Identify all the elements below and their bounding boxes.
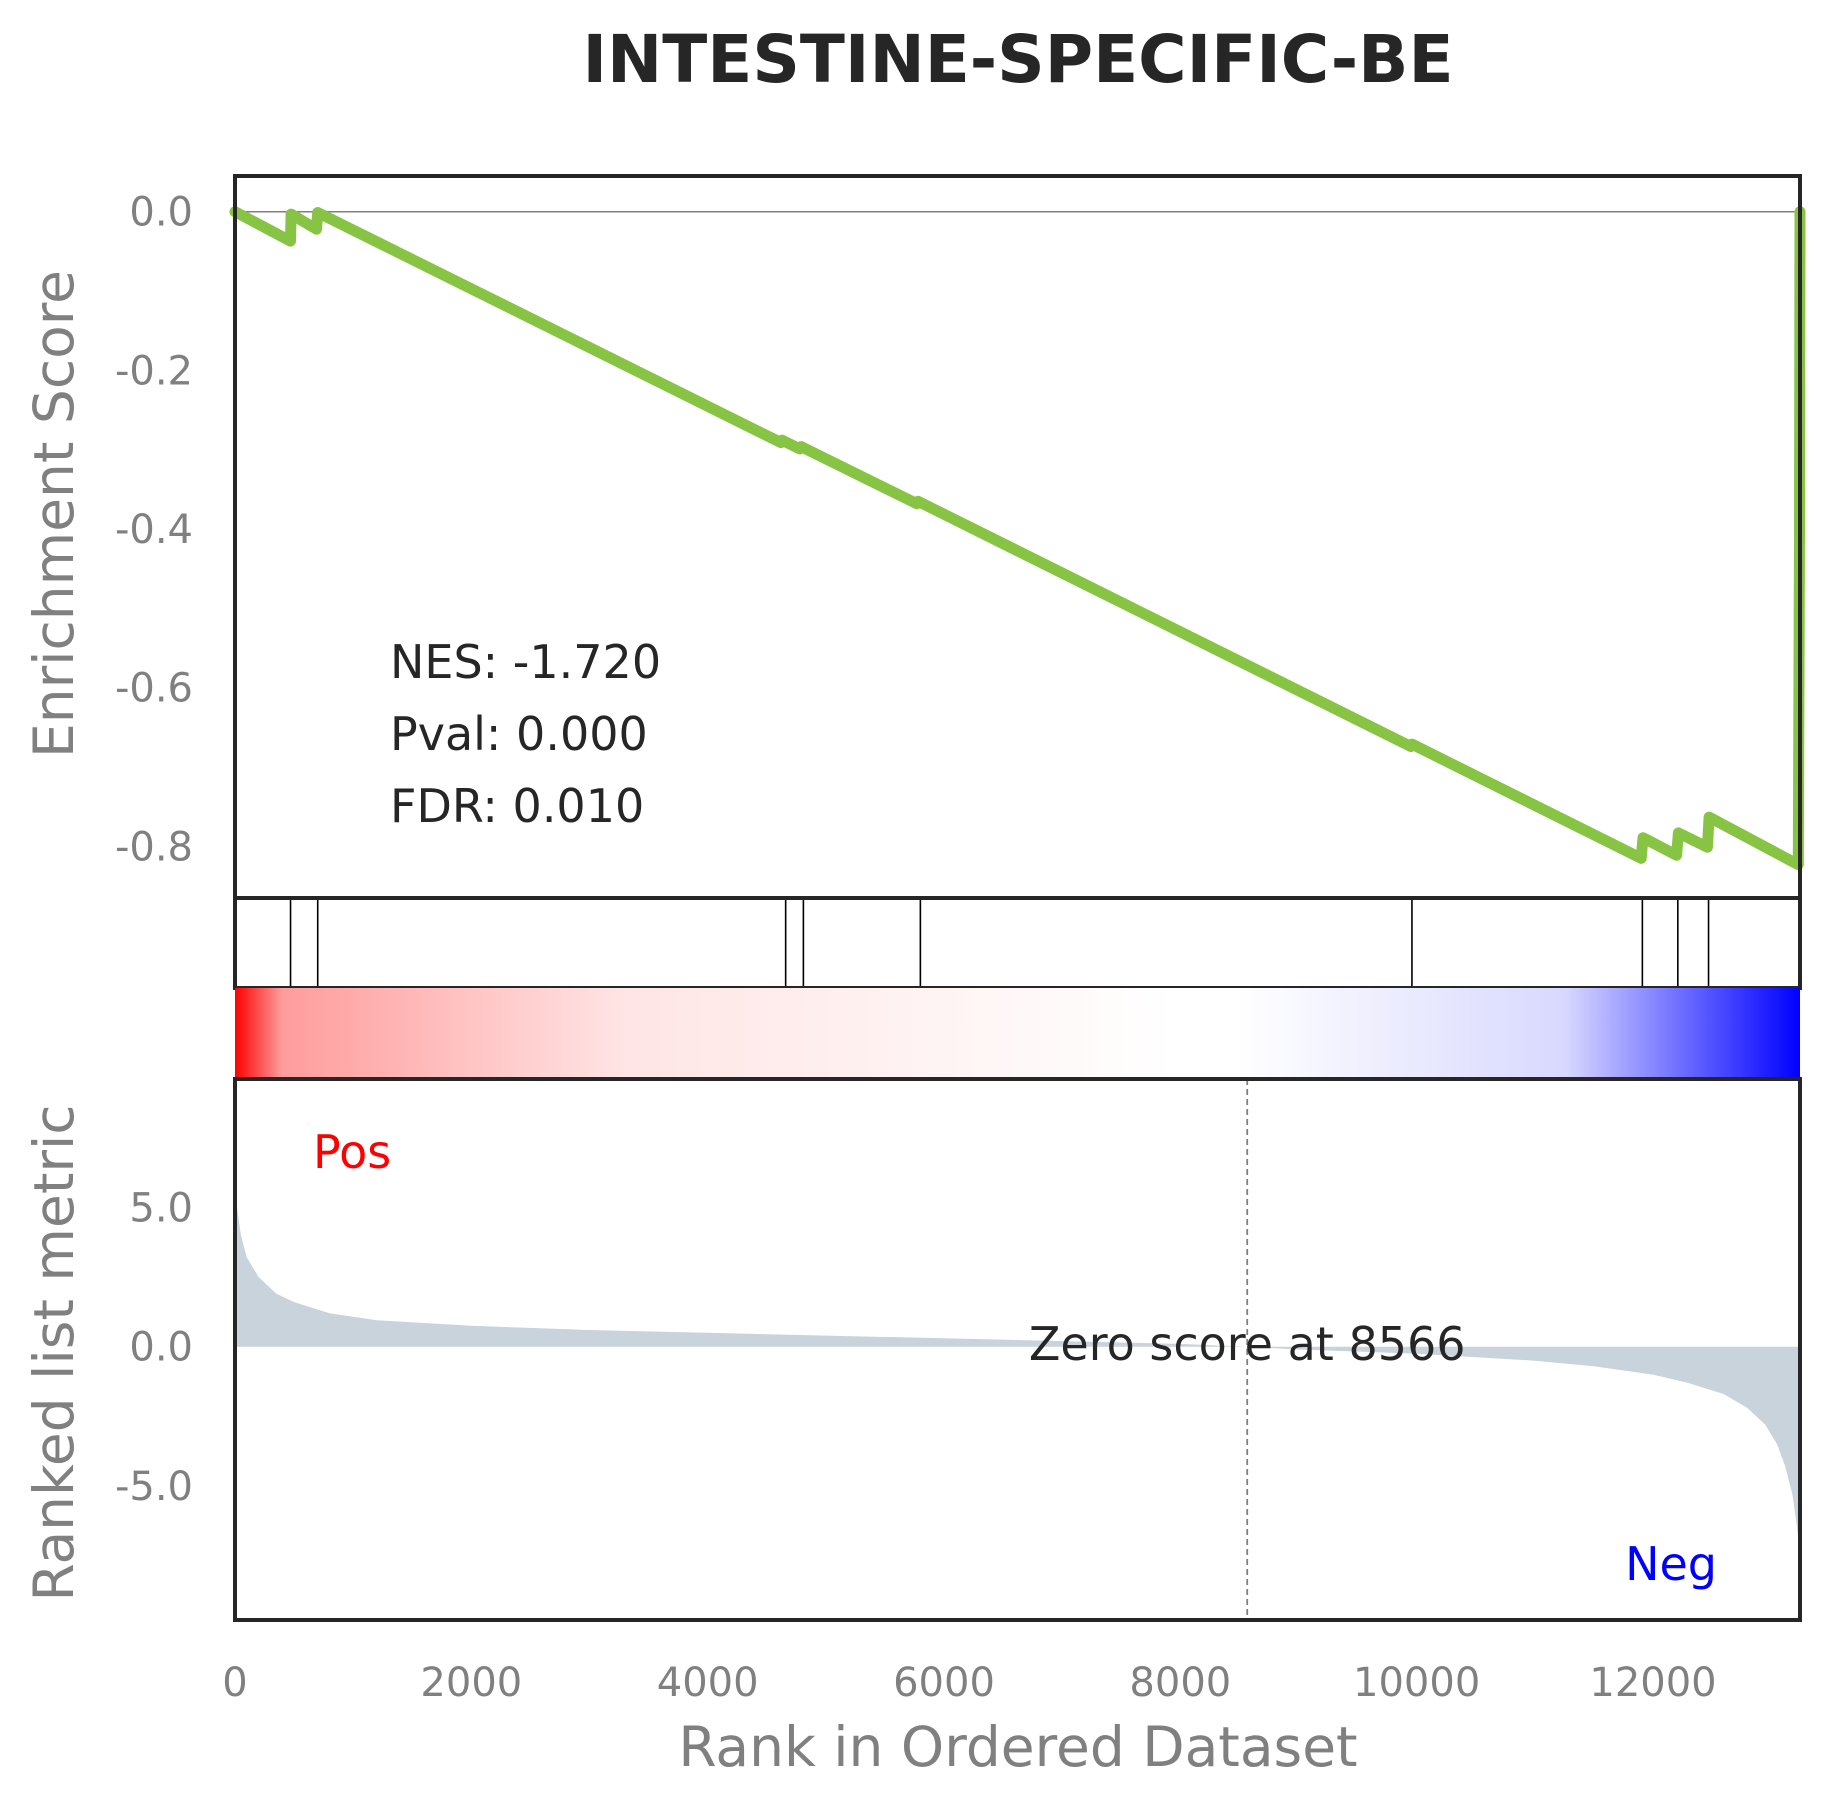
es-y-tick-label: -0.2 [115, 348, 193, 394]
x-tick-label: 0 [222, 1660, 247, 1706]
chart-title: INTESTINE-SPECIFIC-BE [582, 21, 1453, 98]
es-y-tick-label: 0.0 [129, 190, 193, 236]
x-tick-label: 8000 [1129, 1660, 1231, 1706]
rank-metric-panel: 5.0 0.0 -5.0 Pos Neg Zero score at 8566 [115, 1077, 1802, 1622]
rank-panel-frame [233, 1077, 1802, 1622]
rank-y-tick-label: 0.0 [129, 1325, 193, 1371]
pval-stat: Pval: 0.000 [390, 707, 648, 761]
fdr-stat: FDR: 0.010 [390, 779, 644, 833]
x-tick-label: 10000 [1353, 1660, 1480, 1706]
rank-y-axis-label: Ranked list metric [22, 1104, 86, 1601]
x-tick-label: 2000 [420, 1660, 522, 1706]
pos-label: Pos [313, 1125, 391, 1179]
neg-label: Neg [1625, 1537, 1717, 1591]
es-y-tick-label: -0.8 [115, 824, 193, 870]
x-tick-label: 6000 [893, 1660, 995, 1706]
ranked-metric-area [235, 1182, 1800, 1556]
hits-panel-frame [233, 896, 1802, 990]
es-y-tick-label: -0.6 [115, 666, 193, 712]
enrichment-panel: 0.0 -0.2 -0.4 -0.6 -0.8 NES: -1.720 Pval: 0.… [115, 174, 1806, 900]
es-y-axis-label: Enrichment Score [22, 270, 86, 758]
es-y-ticks: 0.0 -0.2 -0.4 -0.6 -0.8 [115, 190, 193, 871]
hits-panel [233, 896, 1802, 990]
x-tick-label: 12000 [1589, 1660, 1716, 1706]
hit-lines [289, 898, 1710, 988]
enrichment-score-line [229, 206, 1806, 871]
x-axis-ticks: 0 2000 4000 6000 8000 10000 12000 [222, 1660, 1716, 1706]
rank-y-tick-label: -5.0 [115, 1464, 193, 1510]
zero-score-label: Zero score at 8566 [1029, 1317, 1466, 1371]
es-y-tick-label: -0.4 [115, 507, 193, 553]
rank-y-tick-label: 5.0 [129, 1185, 193, 1231]
x-axis-label: Rank in Ordered Dataset [678, 1715, 1357, 1779]
nes-stat: NES: -1.720 [390, 635, 661, 689]
rank-heatmap-strip [235, 988, 1800, 1079]
rank-y-ticks: 5.0 0.0 -5.0 [115, 1185, 193, 1510]
x-tick-label: 4000 [657, 1660, 759, 1706]
